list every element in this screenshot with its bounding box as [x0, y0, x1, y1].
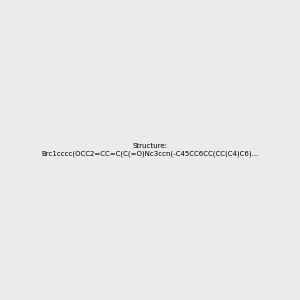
Text: Structure:
Brc1cccc(OCC2=CC=C(C(=O)Nc3ccn(-C45CC6CC(CC(C4)C6)...: Structure: Brc1cccc(OCC2=CC=C(C(=O)Nc3cc… — [41, 143, 259, 157]
